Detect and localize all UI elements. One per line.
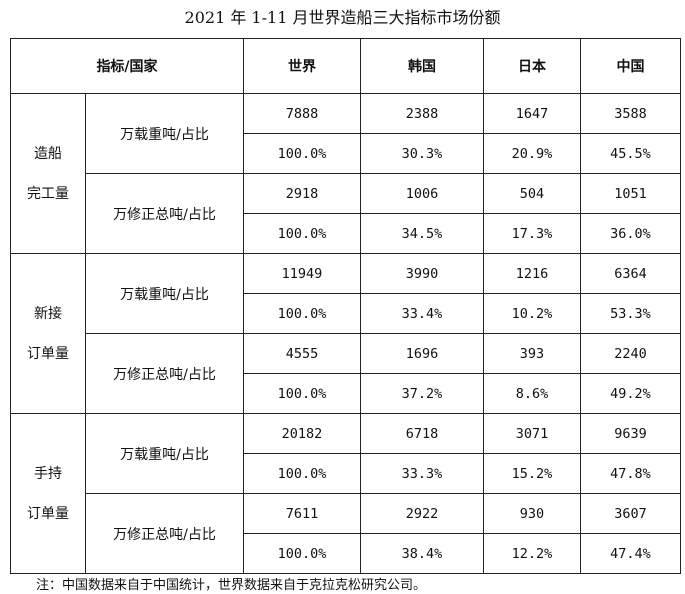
value-cell: 3588 (580, 93, 681, 134)
header-row: 指标/国家 世界 韩国 日本 中国 (10, 38, 681, 94)
metric-cell: 万修正总吨/占比 (85, 493, 244, 574)
value-cell: 1696 (360, 333, 484, 374)
table-row: 100.0% 34.5% 17.3% 36.0% (11, 213, 681, 254)
metric-cell: 万修正总吨/占比 (85, 333, 244, 414)
metric-cell: 万载重吨/占比 (85, 93, 244, 174)
value-cell: 47.4% (580, 533, 681, 574)
value-cell: 37.2% (360, 373, 484, 414)
group-cell: 手持 订单量 (10, 413, 86, 574)
value-cell: 100.0% (243, 133, 361, 174)
value-cell: 1051 (580, 173, 681, 214)
value-cell: 33.4% (360, 293, 484, 334)
value-cell: 7611 (243, 493, 361, 534)
metric-cell: 万载重吨/占比 (85, 413, 244, 494)
value-cell: 2918 (243, 173, 361, 214)
value-cell: 100.0% (243, 213, 361, 254)
value-cell: 45.5% (580, 133, 681, 174)
header-cell: 中国 (580, 38, 681, 94)
value-cell: 2240 (580, 333, 681, 374)
table-row: 万修正总吨/占比 4555 1696 393 2240 (11, 333, 681, 414)
value-cell: 17.3% (483, 213, 581, 254)
title: 2021 年 1-11 月世界造船三大指标市场份额 (184, 8, 501, 27)
header-cell: 韩国 (360, 38, 484, 94)
value-cell: 930 (483, 493, 581, 534)
value-cell: 6364 (580, 253, 681, 294)
group-cell: 造船 完工量 (10, 93, 86, 254)
value-cell: 504 (483, 173, 581, 214)
group-label: 造船 (34, 145, 62, 162)
table-row: 100.0% 38.4% 12.2% 47.4% (11, 533, 681, 574)
value-cell: 20.9% (483, 133, 581, 174)
value-cell: 3071 (483, 413, 581, 454)
value-cell: 100.0% (243, 373, 361, 414)
value-cell: 36.0% (580, 213, 681, 254)
group-label: 订单量 (27, 505, 69, 522)
metric-cell: 万载重吨/占比 (85, 253, 244, 334)
value-cell: 100.0% (243, 293, 361, 334)
value-cell: 20182 (243, 413, 361, 454)
table-row: 100.0% 33.3% 15.2% 47.8% (11, 453, 681, 494)
table-row: 100.0% 33.4% 10.2% 53.3% (11, 293, 681, 334)
value-cell: 2388 (360, 93, 484, 134)
value-cell: 7888 (243, 93, 361, 134)
header-cell: 世界 (243, 38, 361, 94)
value-cell: 30.3% (360, 133, 484, 174)
footnote: 注：中国数据来自于中国统计，世界数据来自于克拉克松研究公司。 (36, 578, 427, 593)
group-label: 完工量 (27, 185, 69, 202)
value-cell: 2922 (360, 493, 484, 534)
table-row: 万修正总吨/占比 2918 1006 504 1051 (11, 173, 681, 254)
value-cell: 3607 (580, 493, 681, 534)
value-cell: 53.3% (580, 293, 681, 334)
group-cell: 新接 订单量 (10, 253, 86, 414)
group-label: 手持 (34, 465, 62, 482)
header-cell: 日本 (483, 38, 581, 94)
table-row: 100.0% 30.3% 20.9% 45.5% (11, 133, 681, 174)
value-cell: 100.0% (243, 453, 361, 494)
value-cell: 11949 (243, 253, 361, 294)
value-cell: 1006 (360, 173, 484, 214)
value-cell: 9639 (580, 413, 681, 454)
value-cell: 100.0% (243, 533, 361, 574)
value-cell: 47.8% (580, 453, 681, 494)
value-cell: 34.5% (360, 213, 484, 254)
value-cell: 4555 (243, 333, 361, 374)
value-cell: 393 (483, 333, 581, 374)
group-label: 订单量 (27, 345, 69, 362)
table-row: 新接订单量 万载重吨/占比 11949 3990 1216 6364 (10, 253, 681, 414)
value-cell: 10.2% (483, 293, 581, 334)
group-label: 新接 (34, 305, 62, 322)
value-cell: 3990 (360, 253, 484, 294)
table-row: 手持订单量 万载重吨/占比 20182 6718 3071 9639 (10, 413, 681, 574)
data-table: 指标/国家 世界 韩国 日本 中国 造船 完工量 万载重吨/占比 7888 2388 1647 3… (10, 38, 681, 574)
value-cell: 49.2% (580, 373, 681, 414)
value-cell: 33.3% (360, 453, 484, 494)
value-cell: 12.2% (483, 533, 581, 574)
table-row: 万修正总吨/占比 7611 2922 930 3607 (11, 493, 681, 574)
value-cell: 1647 (483, 93, 581, 134)
value-cell: 38.4% (360, 533, 484, 574)
value-cell: 8.6% (483, 373, 581, 414)
value-cell: 6718 (360, 413, 484, 454)
header-cell: 指标/国家 (10, 38, 244, 94)
value-cell: 15.2% (483, 453, 581, 494)
value-cell: 1216 (483, 253, 581, 294)
metric-cell: 万修正总吨/占比 (85, 173, 244, 254)
table-row: 造船完工量 万载重吨/占比 7888 2388 1647 3588 (10, 93, 681, 254)
table-row: 100.0% 37.2% 8.6% 49.2% (11, 373, 681, 414)
